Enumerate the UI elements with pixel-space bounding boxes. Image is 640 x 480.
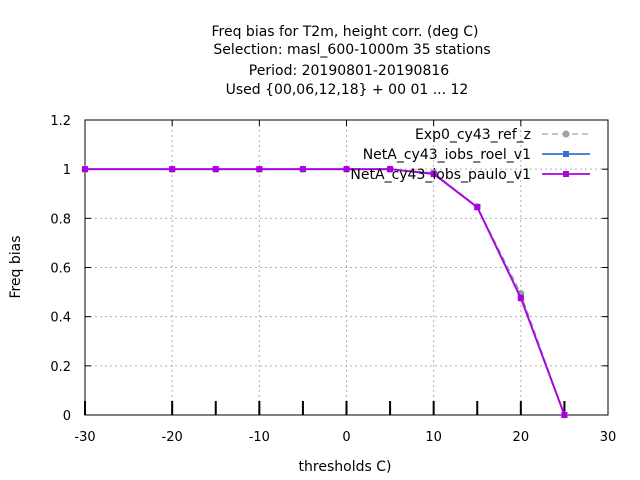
x-tick-label: 10 (425, 430, 442, 445)
data-point (561, 412, 568, 418)
x-tick-label: 0 (342, 430, 350, 445)
data-point (169, 166, 176, 173)
y-tick-label: 0.4 (50, 311, 71, 326)
x-tick-label: -30 (74, 430, 95, 445)
chart-title: Freq bias for T2m, height corr. (deg C) … (212, 24, 491, 98)
series-line (85, 168, 565, 416)
legend-swatch-marker (563, 171, 569, 177)
series-line (85, 168, 566, 416)
data-point (212, 166, 219, 173)
x-tick-label: -10 (249, 430, 270, 445)
legend-label: NetA_cy43_iobs_roel_v1 (363, 147, 531, 163)
y-tick-label: 0.6 (50, 262, 71, 277)
y-tick-label: 1 (63, 163, 71, 178)
series-3 (82, 166, 568, 418)
legend-swatch-marker (562, 130, 570, 138)
data-point (430, 171, 437, 178)
legend-label: NetA_cy43_iobs_paulo_v1 (350, 167, 531, 183)
count-ticks (84, 401, 566, 415)
title-line-2: Selection: masl_600-1000m 35 stations (213, 42, 490, 58)
series-line (85, 168, 566, 416)
series-2 (82, 166, 568, 418)
x-tick-label: -20 (162, 430, 183, 445)
data-point (256, 166, 263, 173)
grid (85, 120, 608, 415)
x-axis-label: thresholds C) (299, 459, 392, 475)
y-tick-label: 0.8 (50, 212, 71, 227)
x-tick-label: 30 (600, 430, 617, 445)
data-point (387, 166, 394, 173)
data-point (82, 166, 88, 173)
legend-swatch-marker (563, 151, 569, 157)
data-point (474, 204, 481, 211)
title-line-3: Period: 20190801-20190816 (249, 63, 449, 79)
data-point (299, 166, 306, 173)
title-line-1: Freq bias for T2m, height corr. (deg C) (212, 24, 479, 40)
x-tick-label: 20 (513, 430, 530, 445)
title-line-4: Used {00,06,12,18} + 00 01 ... 12 (226, 82, 469, 98)
y-tick-label: 0.2 (50, 360, 71, 375)
axis-ticks: -30 -20 -10 0 10 20 30 0 0.2 0.4 0.6 0.8 1 1.2 (50, 114, 616, 445)
legend: Exp0_cy43_ref_z NetA_cy43_iobs_roel_v1 Net… (350, 127, 590, 183)
series-1 (81, 165, 568, 419)
series-layer (81, 165, 568, 419)
legend-label: Exp0_cy43_ref_z (415, 127, 531, 143)
data-point (517, 295, 524, 302)
y-axis-label: Freq bias (8, 235, 24, 298)
data-point (343, 166, 350, 173)
y-tick-label: 1.2 (50, 114, 71, 129)
y-tick-label: 0 (63, 409, 71, 424)
